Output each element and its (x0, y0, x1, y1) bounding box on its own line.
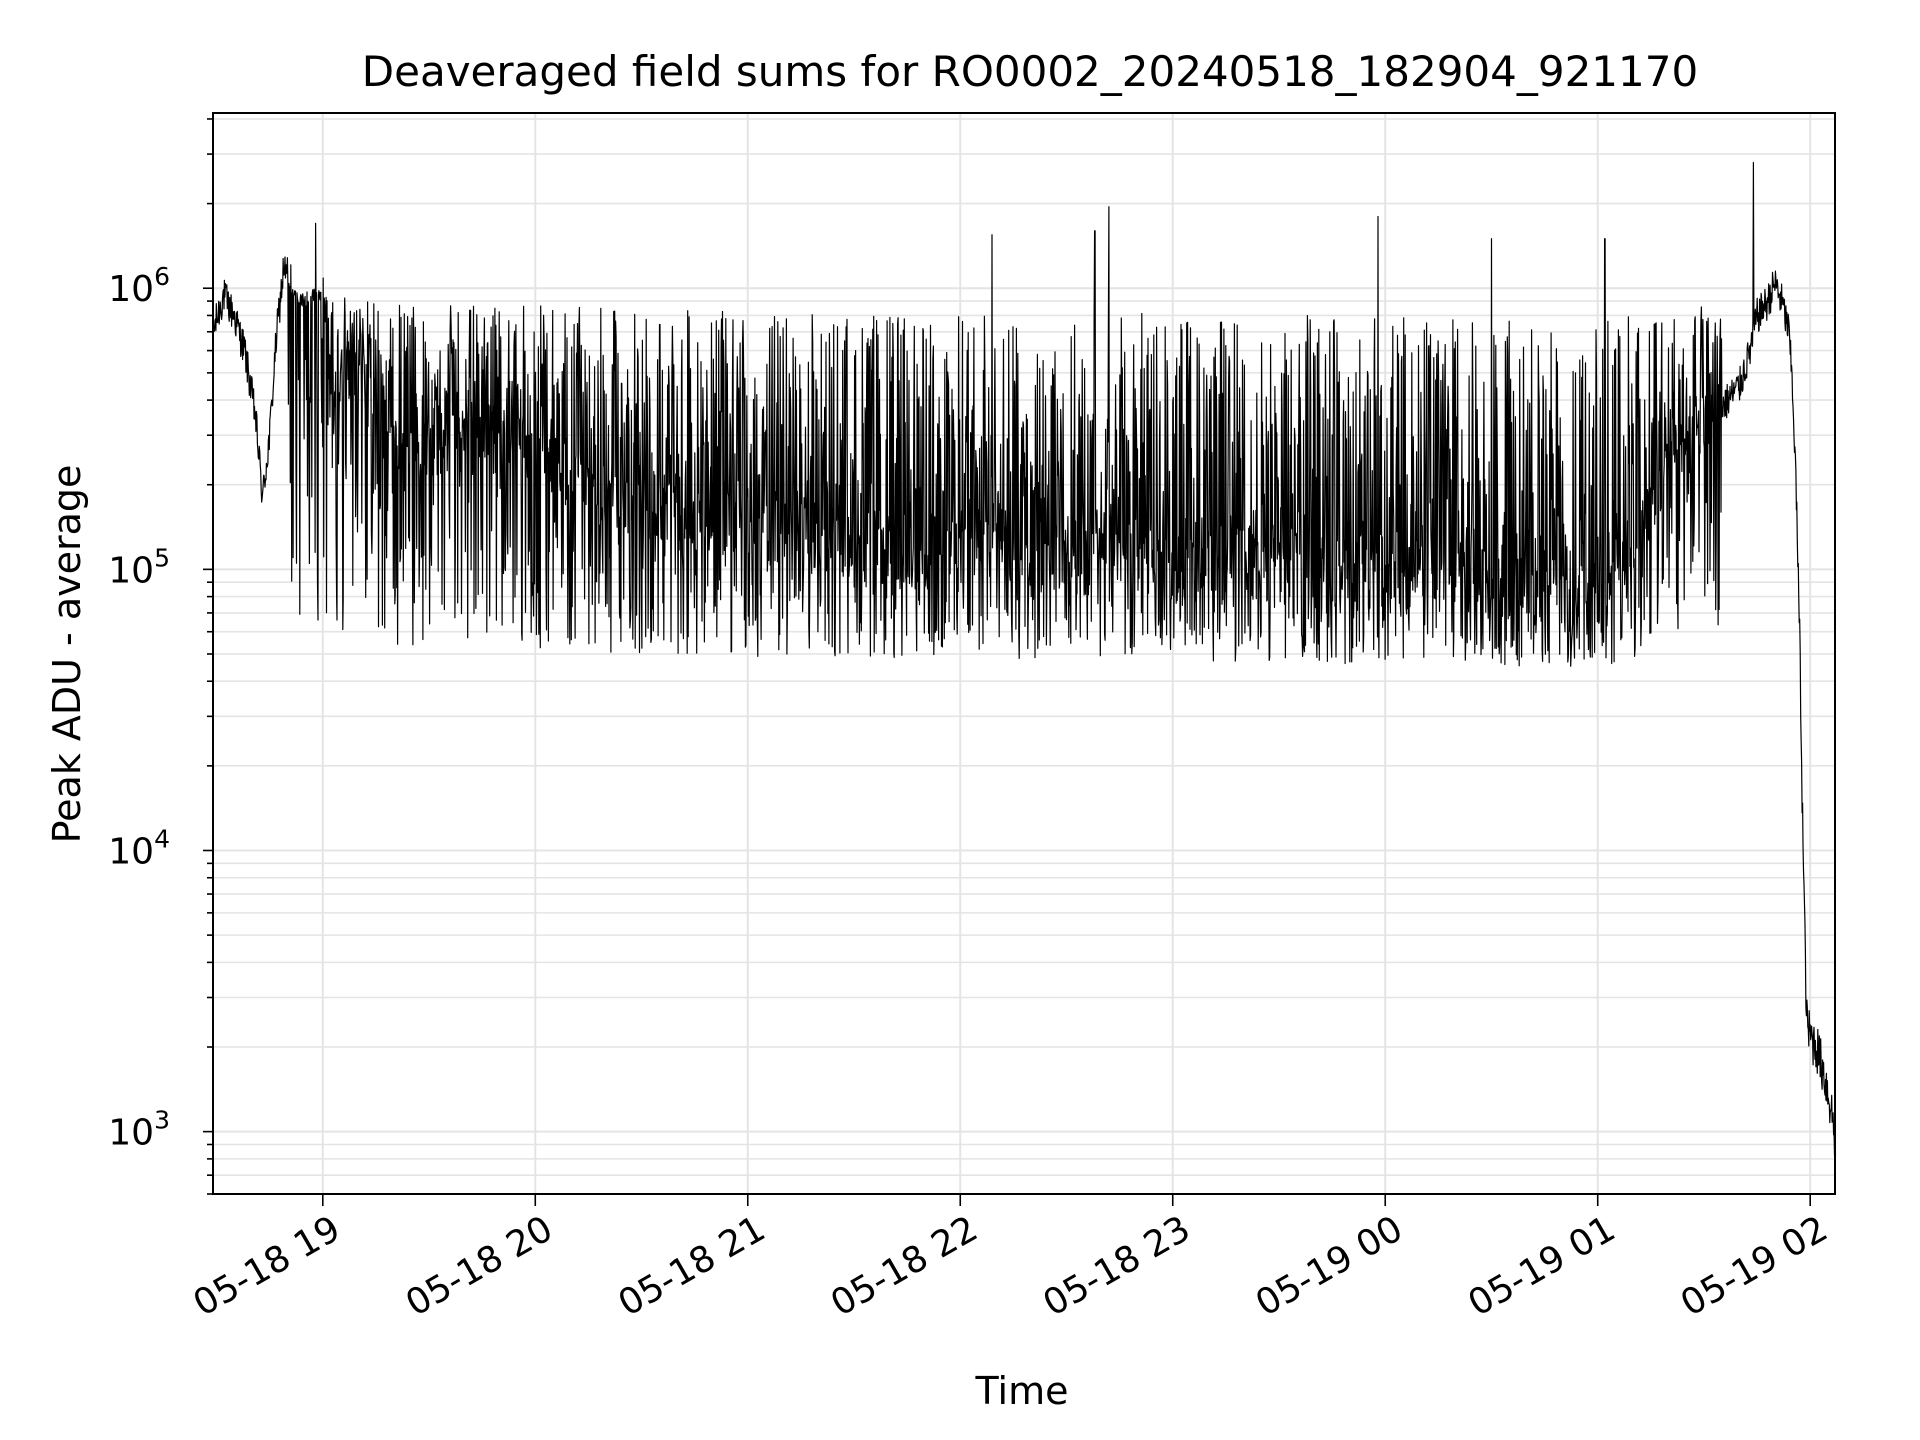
x-axis-label: Time (975, 1369, 1069, 1413)
x-tick-label: 05-18 23 (1037, 1208, 1198, 1324)
series-line (212, 161, 1836, 1156)
x-tick-label: 05-18 22 (824, 1208, 985, 1324)
x-axis: 05-18 19 05-18 20 05-18 21 05-18 22 05-18 23… (187, 1194, 1835, 1325)
x-tick-label: 05-18 20 (399, 1208, 560, 1324)
y-tick-label: 103 (108, 1106, 170, 1154)
chart-title: Deaveraged field sums for RO0002_2024051… (362, 47, 1698, 96)
x-tick-label: 05-18 19 (187, 1208, 348, 1324)
x-tick-label: 05-18 21 (612, 1208, 773, 1324)
x-tick-label: 05-19 00 (1249, 1208, 1410, 1324)
y-axis: 103 104 105 106 (108, 118, 213, 1195)
x-tick-label: 05-19 02 (1674, 1208, 1835, 1324)
x-tick-label: 05-19 01 (1462, 1208, 1623, 1324)
series-path (212, 161, 1836, 1156)
y-tick-label: 104 (108, 824, 170, 872)
y-tick-label: 106 (108, 262, 170, 310)
y-tick-label: 105 (108, 543, 170, 591)
y-axis-label: Peak ADU - average (45, 465, 89, 844)
